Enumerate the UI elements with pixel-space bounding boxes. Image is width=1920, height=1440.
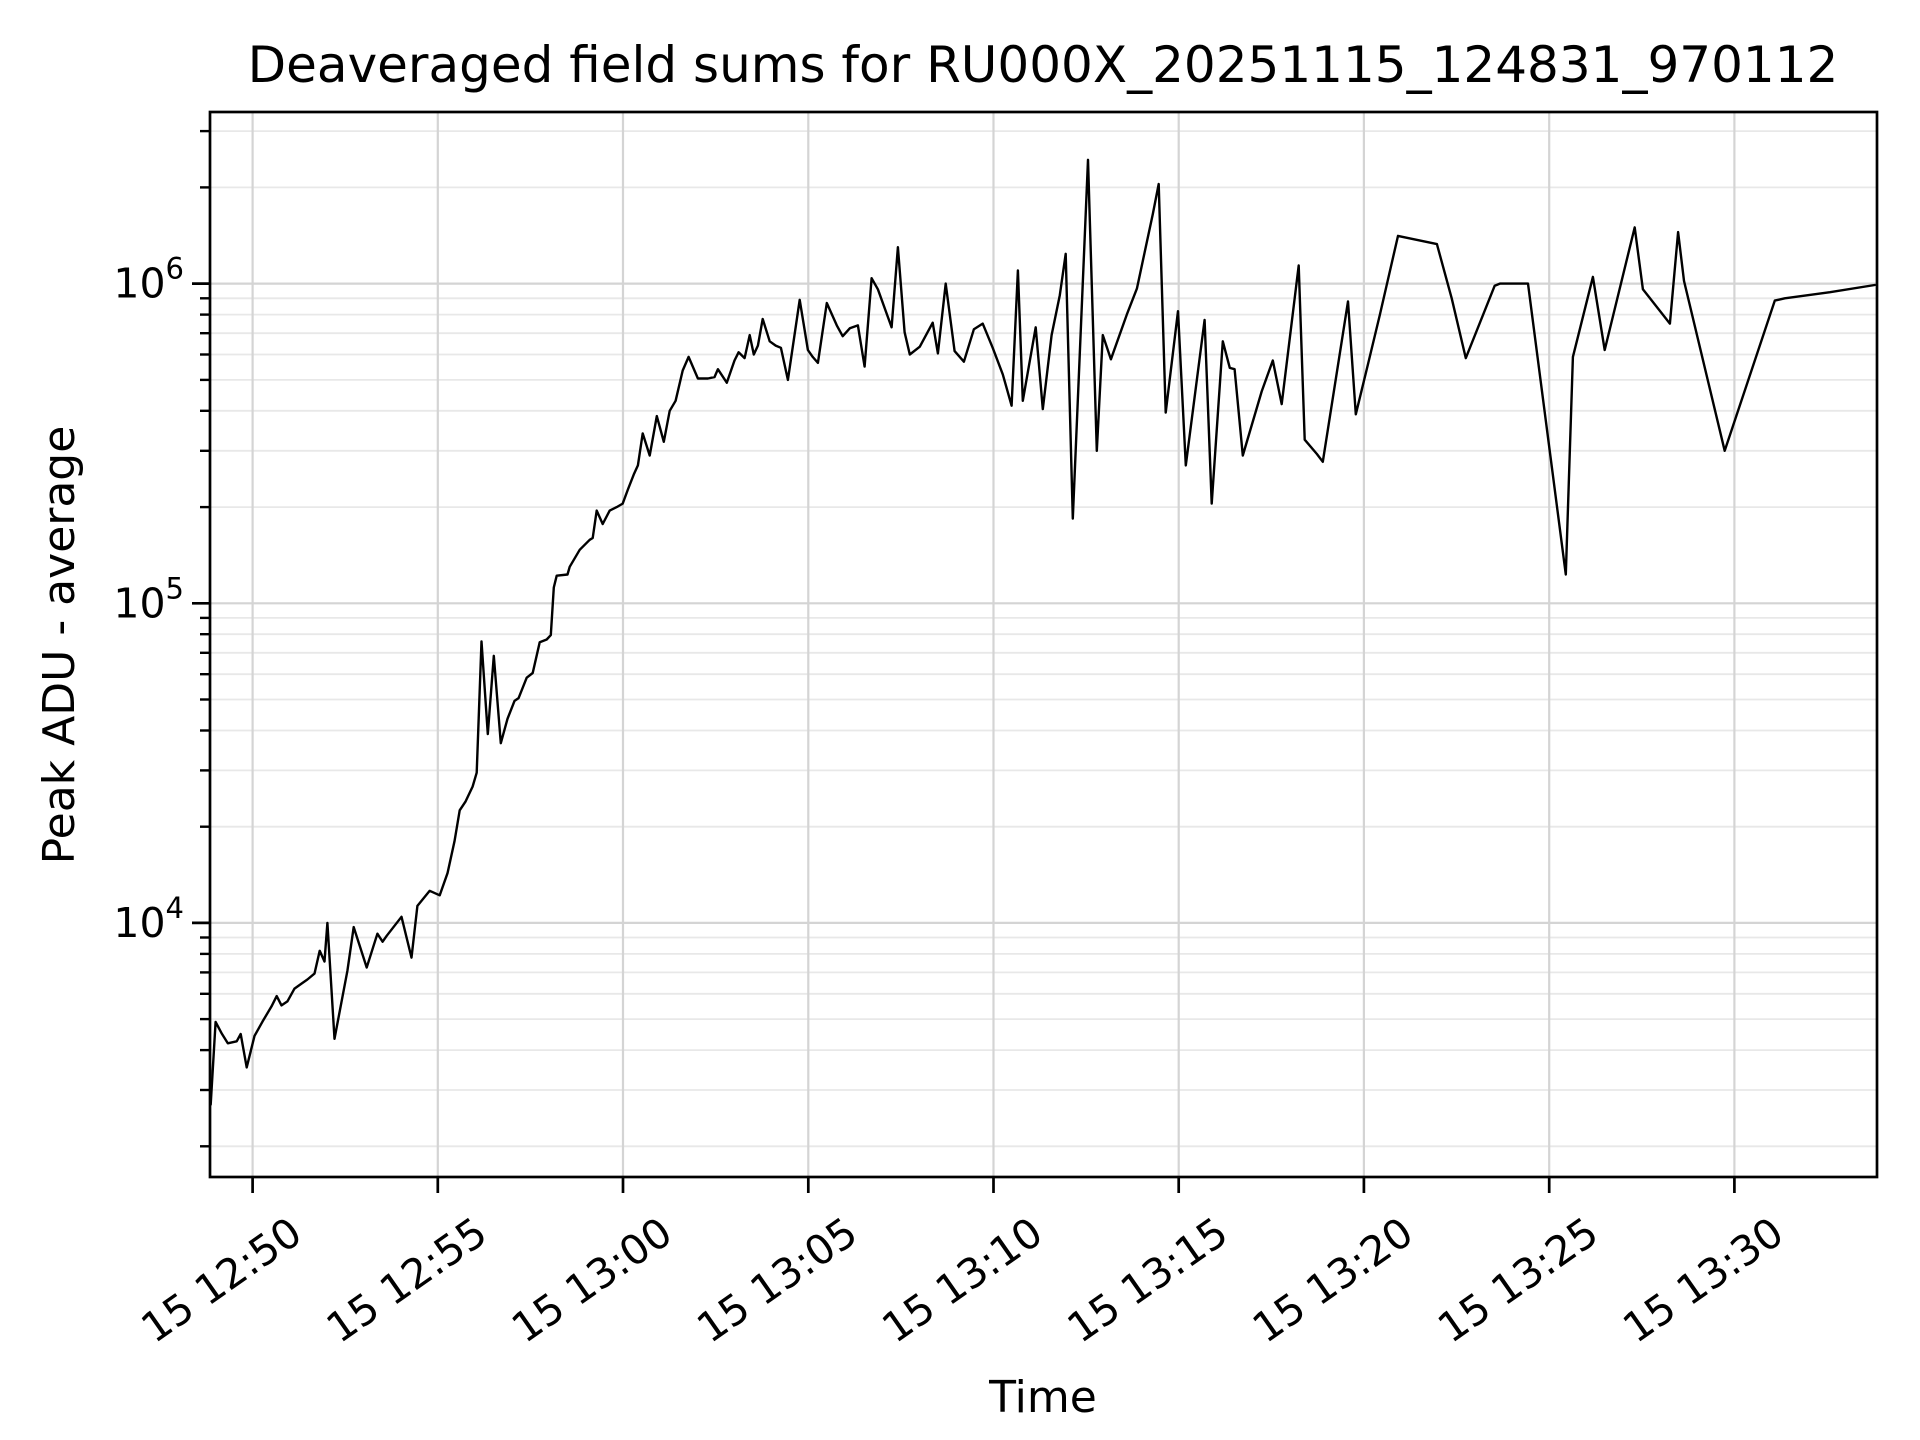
- y-tick-label: 104: [113, 891, 184, 947]
- x-tick-label: 15 13:25: [1429, 1208, 1607, 1352]
- chart-title: Deaveraged field sums for RU000X_2025111…: [248, 36, 1839, 94]
- x-tick-labels: 15 12:50 15 12:55 15 13:00 15 13:05 15 13:10…: [133, 1208, 1793, 1352]
- y-axis-label: Peak ADU - average: [34, 426, 85, 865]
- x-tick-label: 15 12:50: [133, 1208, 311, 1352]
- y-tick-label: 106: [113, 252, 184, 308]
- plot-frame: [208, 110, 1879, 1179]
- series-line: [209, 158, 1876, 1106]
- y-tick-labels: 104 105 106: [113, 252, 184, 947]
- tick-marks: [192, 129, 1736, 1193]
- series-group: [209, 158, 1876, 1106]
- x-tick-label: 15 13:15: [1059, 1208, 1237, 1352]
- x-tick-label: 15 13:05: [688, 1208, 866, 1352]
- x-tick-label: 15 13:10: [873, 1208, 1051, 1352]
- x-tick-label: 15 13:20: [1244, 1208, 1422, 1352]
- x-tick-label: 15 13:30: [1614, 1208, 1792, 1352]
- x-tick-label: 15 12:55: [318, 1208, 496, 1352]
- x-axis-label: Time: [988, 1372, 1097, 1423]
- x-tick-label: 15 13:00: [503, 1208, 681, 1352]
- y-tick-label: 105: [113, 571, 184, 627]
- grid-major: [210, 112, 1877, 1177]
